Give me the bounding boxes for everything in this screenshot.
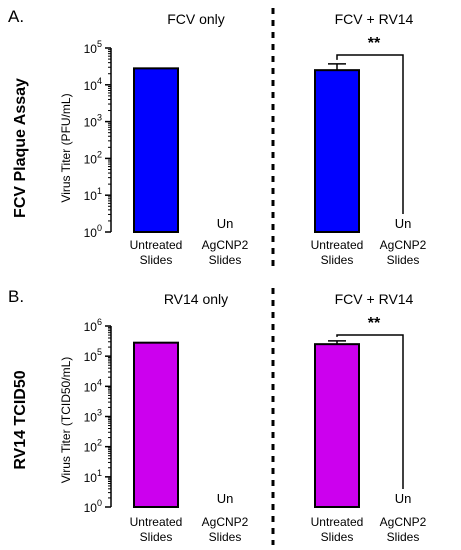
panel-a-ylabel: Virus Titer (PFU/mL)	[59, 93, 73, 202]
panel-b-category-label: Slides	[387, 530, 420, 544]
panel-b-category-label: Untreated	[130, 515, 183, 529]
panel-a-group-title-left: FCV only	[167, 11, 225, 27]
panel-b-y-tick-label: 106	[84, 317, 102, 334]
panel-a-category-label: Slides	[387, 253, 420, 267]
panel-a-category-label: AgCNP2	[202, 238, 249, 252]
panel-a-not-detected-label: Un	[217, 216, 234, 231]
panel-b-y-tick-label: 101	[84, 468, 102, 485]
panel-a-category-label: Slides	[140, 253, 173, 267]
panel-a-bar	[133, 67, 179, 233]
panel-b-group-title-right: FCV + RV14	[335, 291, 414, 307]
panel-a-y-tick-label: 105	[84, 39, 102, 56]
panel-b-label: B.	[8, 287, 24, 306]
panel-a-category-label: AgCNP2	[380, 238, 427, 252]
panel-a-category-label: Untreated	[311, 238, 364, 252]
panel-b-y-tick-label: 102	[84, 438, 102, 455]
panel-b-group-title-left: RV14 only	[164, 291, 228, 307]
panel-a-bar	[314, 69, 360, 233]
panel-a-group-title-right: FCV + RV14	[335, 11, 414, 27]
panel-b-not-detected-label: Un	[217, 491, 234, 506]
panel-b-category-label: Slides	[209, 530, 242, 544]
panel-b-significance-bracket	[336, 334, 404, 489]
panel-b-y-tick-label: 104	[84, 377, 102, 394]
panel-b-y-tick-label: 103	[84, 408, 102, 425]
panel-b-category-label: Slides	[321, 530, 354, 544]
panel-a-y-tick-label: 104	[84, 76, 102, 93]
panel-a: A. FCV Plaque Assay Virus Titer (PFU/mL)…	[8, 7, 427, 267]
panel-a-significance-bracket	[336, 54, 404, 214]
panel-a-y-tick-label: 102	[84, 149, 102, 166]
panel-a-y-tick-label: 103	[84, 113, 102, 130]
panel-a-y-tick-label: 100	[84, 223, 102, 240]
panel-b-y-tick-label: 105	[84, 347, 102, 364]
panel-a-significance: **	[368, 35, 381, 52]
panel-b-bar	[133, 341, 179, 508]
panel-a-label: A.	[8, 7, 24, 26]
panel-b-category-label: Untreated	[311, 515, 364, 529]
panel-a-side-title: FCV Plaque Assay	[12, 78, 29, 218]
panel-b-side-title: RV14 TCID50	[12, 370, 29, 469]
panel-b-category-label: AgCNP2	[202, 515, 249, 529]
panel-b-y-tick-label: 100	[84, 498, 102, 515]
panel-a-category-label: Slides	[321, 253, 354, 267]
panel-a-y-tick-label: 101	[84, 186, 102, 203]
panel-b-ylabel: Virus Titer (TCID50/mL)	[59, 357, 73, 483]
panel-b-category-label: Slides	[140, 530, 173, 544]
panel-b-category-label: AgCNP2	[380, 515, 427, 529]
panel-a-category-label: Slides	[209, 253, 242, 267]
panel-b-significance: **	[368, 315, 381, 332]
panel-b-not-detected-label: Un	[395, 491, 412, 506]
panel-a-not-detected-label: Un	[395, 216, 412, 231]
panel-b-bar	[314, 343, 360, 508]
panel-a-category-label: Untreated	[130, 238, 183, 252]
panel-b: B. RV14 TCID50 Virus Titer (TCID50/mL) R…	[8, 287, 427, 545]
